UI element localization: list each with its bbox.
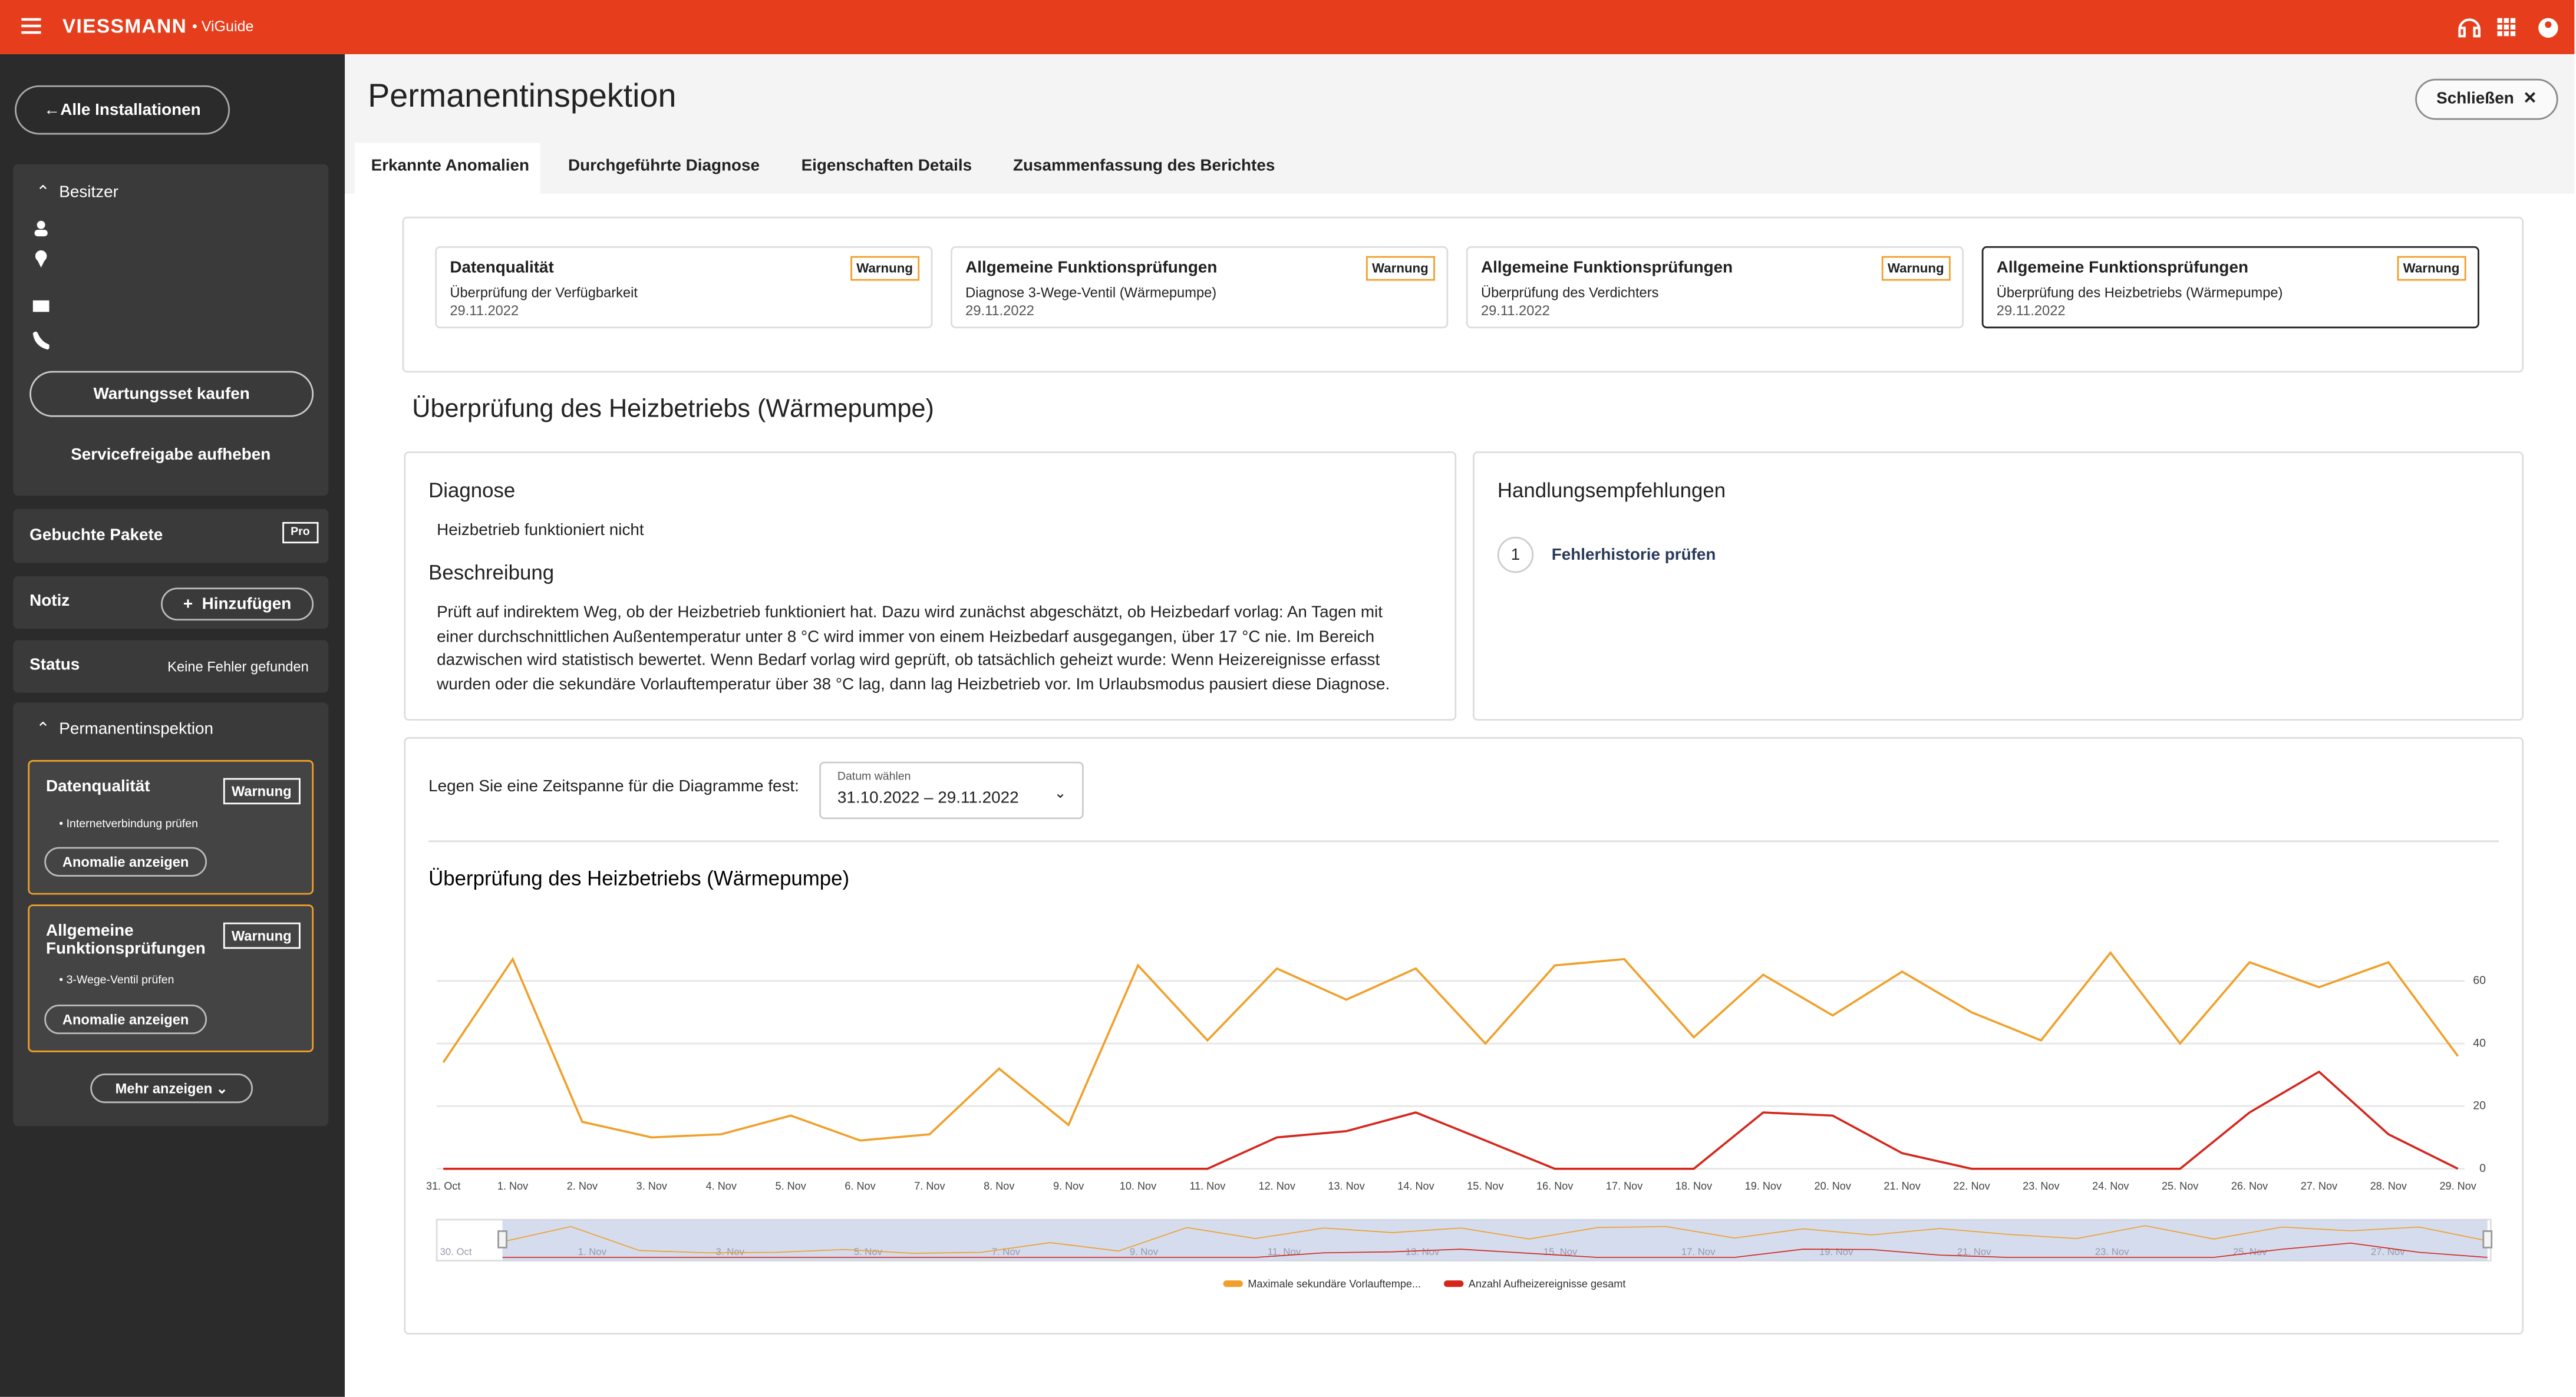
x-tick-label: 8. Nov bbox=[984, 1180, 1014, 1192]
navigator-label: 13. Nov bbox=[1406, 1246, 1440, 1257]
navigator-label: 9. Nov bbox=[1130, 1246, 1159, 1257]
x-tick-label: 5. Nov bbox=[775, 1180, 806, 1192]
x-tick-label: 25. Nov bbox=[2162, 1180, 2198, 1192]
x-tick-label: 3. Nov bbox=[636, 1180, 667, 1192]
x-tick-label: 10. Nov bbox=[1120, 1180, 1156, 1192]
x-tick-label: 1. Nov bbox=[497, 1180, 528, 1192]
x-tick-label: 28. Nov bbox=[2370, 1180, 2407, 1192]
x-tick-label: 15. Nov bbox=[1467, 1180, 1503, 1192]
navigator-handle[interactable] bbox=[2483, 1231, 2492, 1248]
x-tick-label: 24. Nov bbox=[2092, 1180, 2129, 1192]
x-tick-label: 7. Nov bbox=[914, 1180, 945, 1192]
x-tick-label: 27. Nov bbox=[2301, 1180, 2337, 1192]
navigator-label: 7. Nov bbox=[992, 1246, 1021, 1257]
legend-item[interactable]: Anzahl Aufheizereignisse gesamt bbox=[1444, 1278, 1625, 1290]
x-tick-label: 11. Nov bbox=[1189, 1180, 1225, 1192]
x-tick-label: 2. Nov bbox=[567, 1180, 598, 1192]
x-tick-label: 29. Nov bbox=[2439, 1180, 2476, 1192]
x-tick-label: 26. Nov bbox=[2231, 1180, 2268, 1192]
navigator-handle[interactable] bbox=[499, 1231, 507, 1248]
legend-swatch bbox=[1444, 1280, 1463, 1287]
x-tick-label: 17. Nov bbox=[1606, 1180, 1642, 1192]
y-tick-label: 40 bbox=[2473, 1036, 2486, 1049]
x-tick-label: 9. Nov bbox=[1053, 1180, 1084, 1192]
chart-title: Überprüfung des Heizbetriebs (Wärmepumpe… bbox=[428, 867, 849, 890]
x-tick-label: 19. Nov bbox=[1745, 1180, 1782, 1192]
navigator-label: 19. Nov bbox=[1819, 1246, 1853, 1257]
x-tick-label: 20. Nov bbox=[1815, 1180, 1851, 1192]
x-tick-label: 14. Nov bbox=[1397, 1180, 1434, 1192]
x-tick-label: 6. Nov bbox=[845, 1180, 875, 1192]
navigator-label: 30. Oct bbox=[440, 1246, 472, 1257]
x-tick-label: 22. Nov bbox=[1953, 1180, 1990, 1192]
y-tick-label: 20 bbox=[2473, 1099, 2486, 1112]
y-tick-label: 0 bbox=[2479, 1162, 2486, 1175]
x-tick-label: 12. Nov bbox=[1259, 1180, 1295, 1192]
navigator-label: 23. Nov bbox=[2095, 1246, 2129, 1257]
x-tick-label: 21. Nov bbox=[1884, 1180, 1920, 1192]
navigator-selection bbox=[503, 1220, 2488, 1261]
x-tick-label: 16. Nov bbox=[1536, 1180, 1573, 1192]
legend-label: Maximale sekundäre Vorlauftempe... bbox=[1248, 1278, 1421, 1290]
y-tick-label: 60 bbox=[2473, 974, 2486, 987]
navigator-label: 1. Nov bbox=[578, 1246, 607, 1257]
navigator-label: 17. Nov bbox=[1681, 1246, 1716, 1257]
series-line bbox=[443, 1072, 2458, 1169]
legend-item[interactable]: Maximale sekundäre Vorlauftempe... bbox=[1223, 1278, 1421, 1290]
navigator-label: 3. Nov bbox=[716, 1246, 745, 1257]
legend-swatch bbox=[1223, 1280, 1243, 1287]
x-tick-label: 13. Nov bbox=[1328, 1180, 1364, 1192]
x-tick-label: 4. Nov bbox=[706, 1180, 737, 1192]
legend-label: Anzahl Aufheizereignisse gesamt bbox=[1469, 1278, 1626, 1290]
x-tick-label: 23. Nov bbox=[2023, 1180, 2059, 1192]
x-tick-label: 31. Oct bbox=[426, 1180, 460, 1192]
x-tick-label: 18. Nov bbox=[1675, 1180, 1712, 1192]
